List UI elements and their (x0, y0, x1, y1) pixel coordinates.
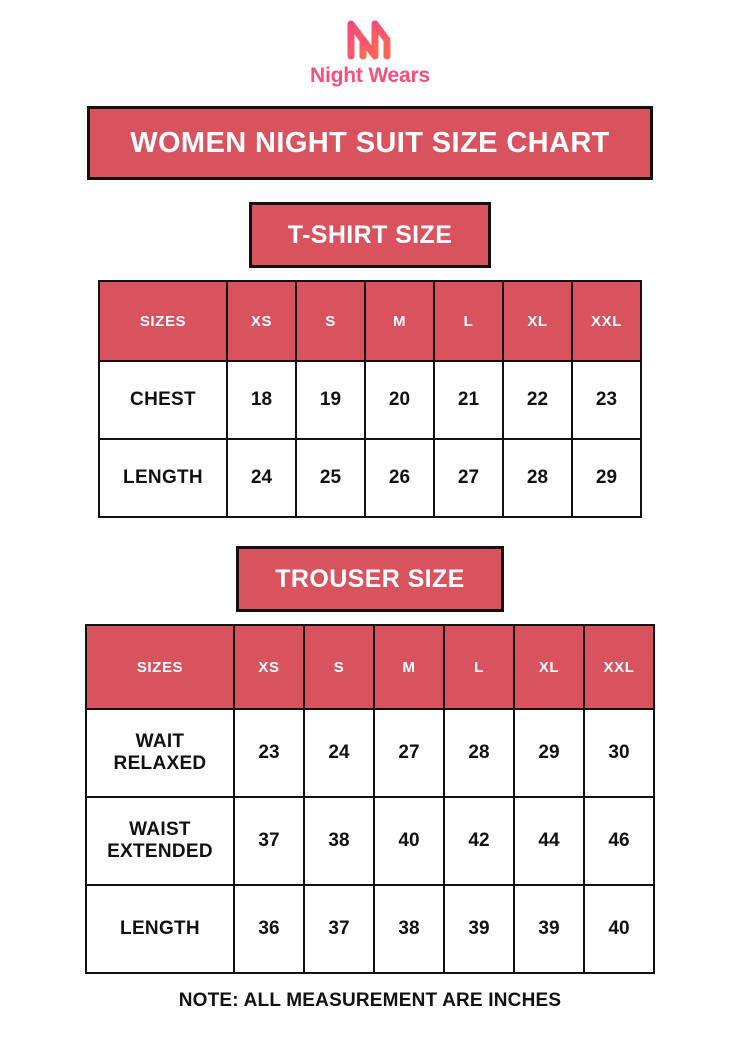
header-cell-xl: XL (513, 624, 585, 710)
cell-wait-relaxed-l: 28 (443, 708, 515, 798)
row-label-chest: CHEST (98, 360, 228, 440)
cell-length-s: 25 (295, 438, 366, 518)
cell-wait-relaxed-xs: 23 (233, 708, 305, 798)
cell-waist-extended-m: 40 (373, 796, 445, 886)
header-cell-sizes: SIZES (85, 624, 235, 710)
row-label-line2: EXTENDED (107, 841, 213, 862)
cell-chest-l: 21 (433, 360, 504, 440)
cell-waist-extended-s: 38 (303, 796, 375, 886)
row-label-line2: RELAXED (113, 753, 207, 774)
cell-chest-xl: 22 (502, 360, 573, 440)
cell-waist-extended-xxl: 46 (583, 796, 655, 886)
table-row: CHEST 18 19 20 21 22 23 (98, 360, 642, 440)
cell-trouser-length-m: 38 (373, 884, 445, 974)
cell-wait-relaxed-m: 27 (373, 708, 445, 798)
table-header-row: SIZES XS S M L XL XXL (85, 624, 655, 710)
cell-trouser-length-l: 39 (443, 884, 515, 974)
cell-chest-xxl: 23 (571, 360, 642, 440)
cell-waist-extended-l: 42 (443, 796, 515, 886)
header-cell-s: S (295, 280, 366, 362)
row-label-line1: WAIT (135, 730, 185, 752)
header-cell-sizes: SIZES (98, 280, 228, 362)
row-label-wait-relaxed: WAIT RELAXED (85, 708, 235, 798)
header-cell-xl: XL (502, 280, 573, 362)
cell-trouser-length-xxl: 40 (583, 884, 655, 974)
cell-chest-m: 20 (364, 360, 435, 440)
table-header-row: SIZES XS S M L XL XXL (98, 280, 642, 362)
header-cell-s: S (303, 624, 375, 710)
cell-chest-xs: 18 (226, 360, 297, 440)
header-cell-m: M (364, 280, 435, 362)
brand-wordmark: Night Wears (310, 64, 430, 87)
row-label-line1: WAIST (129, 818, 191, 840)
table-row: WAIT RELAXED 23 24 27 28 29 30 (85, 708, 655, 798)
brand-logo: Night Wears (310, 14, 430, 88)
cell-waist-extended-xs: 37 (233, 796, 305, 886)
cell-trouser-length-xl: 39 (513, 884, 585, 974)
row-label-length: LENGTH (98, 438, 228, 518)
header-cell-l: L (433, 280, 504, 362)
cell-length-m: 26 (364, 438, 435, 518)
section-banner-trouser: TROUSER SIZE (236, 546, 504, 612)
section-banner-tshirt: T-SHIRT SIZE (248, 202, 492, 268)
cell-trouser-length-xs: 36 (233, 884, 305, 974)
tshirt-size-table: SIZES XS S M L XL XXL CHEST 18 19 20 21 … (98, 280, 642, 518)
trouser-size-table: SIZES XS S M L XL XXL WAIT RELAXED 23 24… (85, 624, 655, 974)
row-label-length: LENGTH (85, 884, 235, 974)
cell-trouser-length-s: 37 (303, 884, 375, 974)
cell-length-xxl: 29 (571, 438, 642, 518)
cell-length-xl: 28 (502, 438, 573, 518)
cell-wait-relaxed-xl: 29 (513, 708, 585, 798)
table-row: LENGTH 36 37 38 39 39 40 (85, 884, 655, 974)
cell-wait-relaxed-s: 24 (303, 708, 375, 798)
cell-length-l: 27 (433, 438, 504, 518)
table-row: WAIST EXTENDED 37 38 40 42 44 46 (85, 796, 655, 886)
measurement-note: NOTE: ALL MEASUREMENT ARE INCHES (178, 990, 562, 1011)
page-title-banner: WOMEN NIGHT SUIT SIZE CHART (87, 106, 653, 180)
cell-wait-relaxed-xxl: 30 (583, 708, 655, 798)
cell-length-xs: 24 (226, 438, 297, 518)
night-wears-n-monogram-icon (341, 14, 399, 60)
row-label-waist-extended: WAIST EXTENDED (85, 796, 235, 886)
cell-waist-extended-xl: 44 (513, 796, 585, 886)
header-cell-l: L (443, 624, 515, 710)
header-cell-xxl: XXL (583, 624, 655, 710)
header-cell-m: M (373, 624, 445, 710)
header-cell-xs: XS (226, 280, 297, 362)
table-row: LENGTH 24 25 26 27 28 29 (98, 438, 642, 518)
header-cell-xs: XS (233, 624, 305, 710)
cell-chest-s: 19 (295, 360, 366, 440)
header-cell-xxl: XXL (571, 280, 642, 362)
